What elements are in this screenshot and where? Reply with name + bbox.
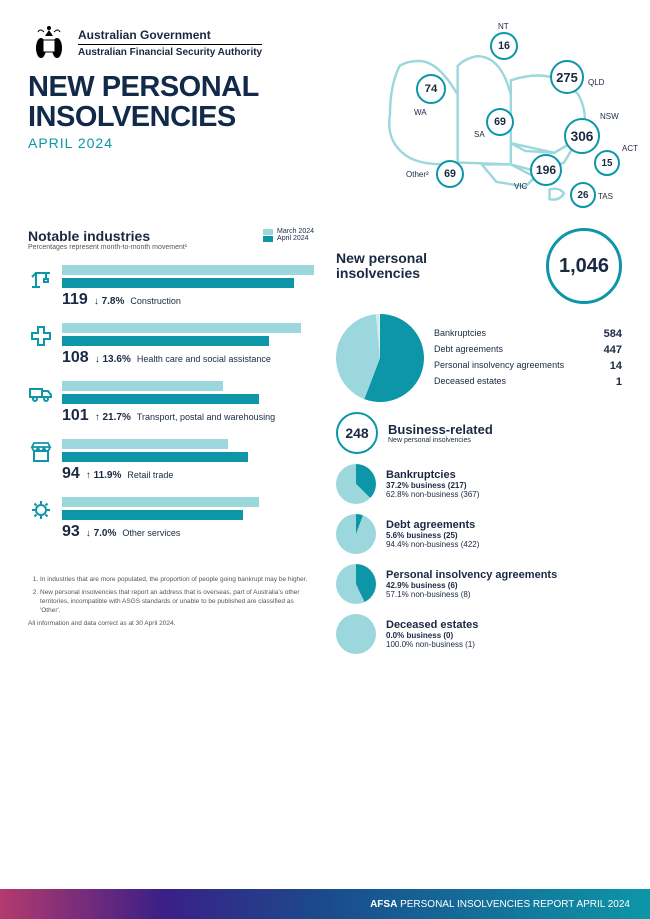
gear-icon — [28, 497, 54, 523]
coat-of-arms-icon — [28, 24, 70, 62]
breakdown-pie — [336, 314, 424, 402]
industry-count: 119 — [62, 291, 88, 309]
industries-subtitle: Percentages represent month-to-month mov… — [28, 244, 187, 251]
industry-count: 93 — [62, 523, 80, 541]
gov-line2: Australian Financial Security Authority — [78, 44, 262, 58]
breakdown-list: Bankruptcies584 Debt agreements447 Persona… — [434, 324, 622, 392]
map-state-other²: 69 Other² — [436, 160, 464, 188]
industry-pct: ↓ 13.6% — [95, 354, 131, 365]
industry-name: Construction — [130, 296, 181, 306]
industry-name: Health care and social assistance — [137, 354, 271, 364]
industry-pct: ↑ 11.9% — [86, 470, 122, 481]
breakdown-item: Deceased estates1 — [434, 376, 622, 388]
bar-curr — [62, 278, 294, 288]
industries-title: Notable industries — [28, 228, 187, 244]
business-item: Personal insolvency agreements 42.9% bus… — [336, 564, 622, 604]
australia-map: 16 NT 275 QLD 74 WA 69 SA 306 NSW15 ACT 196 V… — [332, 24, 622, 214]
biz-item-title: Debt agreements — [386, 519, 479, 531]
legend-curr: April 2024 — [263, 235, 314, 242]
map-state-qld: 275 QLD — [550, 60, 584, 94]
industry-name: Retail trade — [127, 470, 173, 480]
business-count: 248 — [336, 412, 378, 454]
crane-icon — [28, 265, 54, 291]
biz-item-title: Deceased estates — [386, 619, 478, 631]
map-state-nsw: 306 NSW — [564, 118, 600, 154]
bar-prev — [62, 265, 314, 275]
industry-pct: ↓ 7.0% — [86, 528, 117, 539]
bar-prev — [62, 323, 301, 333]
map-state-act: 15 ACT — [594, 150, 620, 176]
industry-row: 101 ↑ 21.7% Transport, postal and wareho… — [28, 381, 314, 425]
total-value: 1,046 — [546, 228, 622, 304]
footnotes: In industries that are more populated, t… — [28, 575, 314, 628]
business-item: Debt agreements 5.6% business (25) 94.4%… — [336, 514, 622, 554]
gov-line1: Australian Government — [78, 28, 262, 42]
industry-row: 93 ↓ 7.0% Other services — [28, 497, 314, 541]
total-label: New personal insolvencies — [336, 251, 446, 282]
bar-prev — [62, 497, 259, 507]
legend-prev: March 2024 — [263, 228, 314, 235]
plus-icon — [28, 323, 54, 349]
bar-prev — [62, 381, 223, 391]
bar-prev — [62, 439, 228, 449]
business-sub: New personal insolvencies — [388, 437, 493, 444]
biz-item-title: Bankruptcies — [386, 469, 479, 481]
bar-curr — [62, 452, 248, 462]
business-title: Business-related — [388, 422, 493, 437]
business-item: Bankruptcies 37.2% business (217) 62.8% … — [336, 464, 622, 504]
page-subtitle: APRIL 2024 — [28, 135, 318, 151]
industry-row: 94 ↑ 11.9% Retail trade — [28, 439, 314, 483]
mini-pie — [336, 464, 376, 504]
map-state-vic: 196 VIC — [530, 154, 562, 186]
breakdown-item: Personal insolvency agreements14 — [434, 360, 622, 372]
gov-branding: Australian Government Australian Financi… — [28, 24, 318, 62]
breakdown-item: Debt agreements447 — [434, 344, 622, 356]
map-state-nt: 16 NT — [490, 32, 518, 60]
industry-row: 119 ↓ 7.8% Construction — [28, 265, 314, 309]
breakdown-item: Bankruptcies584 — [434, 328, 622, 340]
industry-pct: ↓ 7.8% — [94, 296, 125, 307]
map-state-tas: 26 TAS — [570, 182, 596, 208]
industry-count: 94 — [62, 465, 80, 483]
industry-name: Transport, postal and warehousing — [137, 412, 275, 422]
report-footer: AFSA PERSONAL INSOLVENCIES REPORT APRIL … — [0, 889, 650, 919]
bar-curr — [62, 394, 259, 404]
shop-icon — [28, 439, 54, 465]
industry-pct: ↑ 21.7% — [95, 412, 131, 423]
mini-pie — [336, 614, 376, 654]
bar-curr — [62, 336, 269, 346]
industry-row: 108 ↓ 13.6% Health care and social assis… — [28, 323, 314, 367]
industry-count: 108 — [62, 349, 89, 367]
industry-name: Other services — [122, 528, 180, 538]
biz-item-title: Personal insolvency agreements — [386, 569, 557, 581]
mini-pie — [336, 514, 376, 554]
business-item: Deceased estates 0.0% business (0) 100.0… — [336, 614, 622, 654]
map-state-sa: 69 SA — [486, 108, 514, 136]
truck-icon — [28, 381, 54, 407]
mini-pie — [336, 564, 376, 604]
page-title: NEW PERSONAL INSOLVENCIES — [28, 72, 318, 133]
bar-curr — [62, 510, 243, 520]
industry-count: 101 — [62, 407, 89, 425]
map-state-wa: 74 WA — [416, 74, 446, 104]
